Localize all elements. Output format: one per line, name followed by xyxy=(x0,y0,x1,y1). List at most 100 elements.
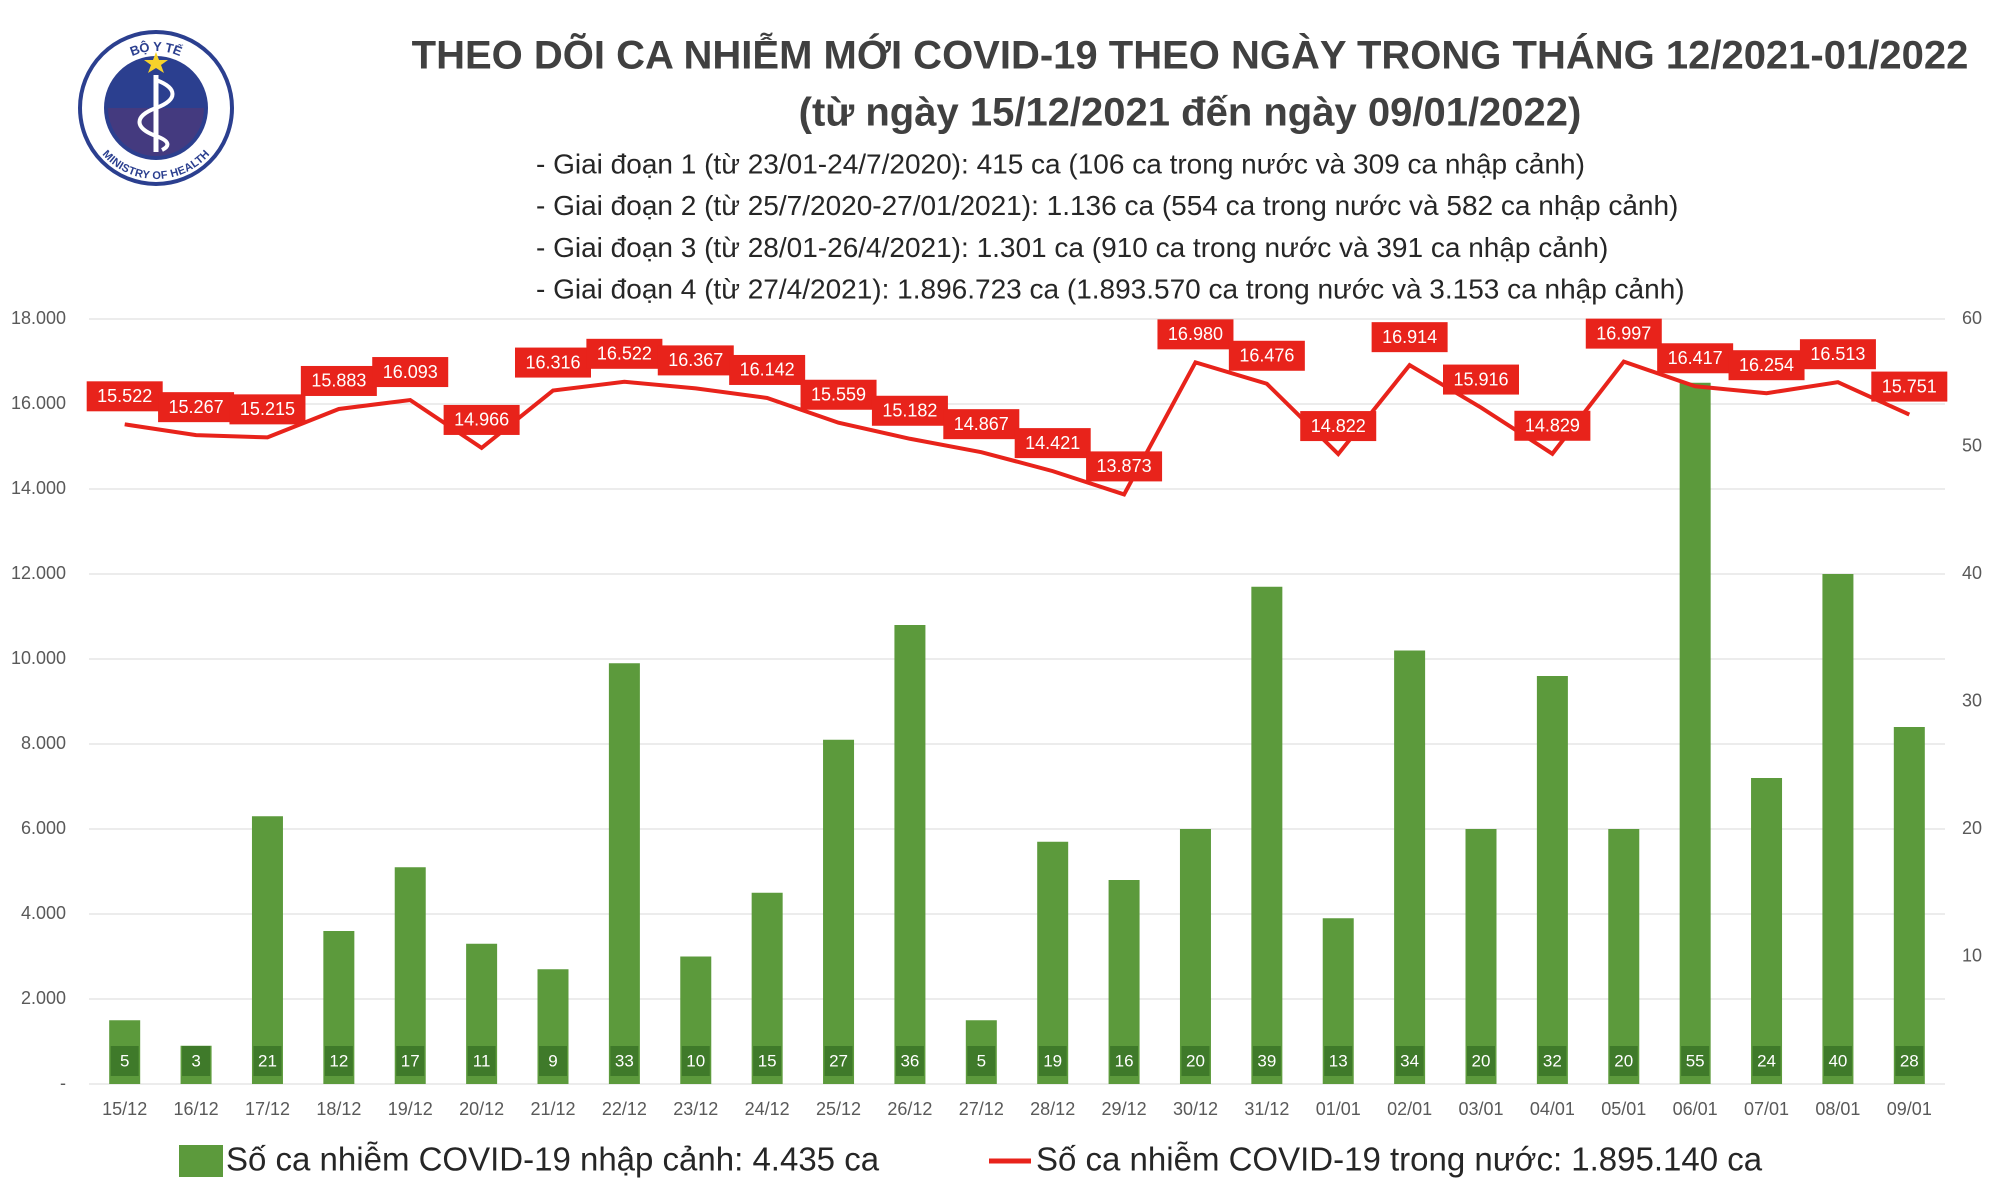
line-label: 16.316 xyxy=(525,352,580,372)
x-tick-label: 06/01 xyxy=(1673,1099,1718,1119)
line-label: 16.522 xyxy=(597,344,652,364)
bar-label: 5 xyxy=(977,1051,986,1070)
note: - Giai đoạn 1 (từ 23/01-24/7/2020): 415 … xyxy=(536,148,1585,179)
bar-label-bg xyxy=(1252,1046,1281,1076)
bar-label-bg xyxy=(110,1046,139,1076)
bar-label: 13 xyxy=(1329,1051,1348,1070)
bar xyxy=(1679,382,1711,1084)
bar xyxy=(1608,829,1640,1084)
x-tick-label: 03/01 xyxy=(1458,1099,1503,1119)
bar-label: 20 xyxy=(1614,1051,1633,1070)
line-label-bg xyxy=(800,379,877,410)
x-tick-label: 19/12 xyxy=(388,1099,433,1119)
line-label-bg xyxy=(300,365,377,396)
bar-label: 36 xyxy=(900,1051,919,1070)
bar-label: 3 xyxy=(191,1051,200,1070)
logo-top: BỘ Y TẾ xyxy=(128,39,184,59)
bar-label: 17 xyxy=(401,1051,420,1070)
line-label-bg xyxy=(86,381,163,412)
x-tick-label: 17/12 xyxy=(245,1099,290,1119)
y2-tick-label: 20 xyxy=(1962,818,1982,838)
line-label: 16.142 xyxy=(740,360,795,380)
x-tick-label: 27/12 xyxy=(959,1099,1004,1119)
line-label: 16.997 xyxy=(1596,323,1651,343)
bar-label-bg xyxy=(1181,1046,1210,1076)
bar xyxy=(823,739,855,1084)
bar-label-bg xyxy=(895,1046,924,1076)
line-label: 15.267 xyxy=(169,397,224,417)
bar-label: 15 xyxy=(758,1051,777,1070)
x-tick-label: 18/12 xyxy=(316,1099,361,1119)
line-label: 15.215 xyxy=(240,399,295,419)
bar-label: 24 xyxy=(1757,1051,1776,1070)
bar-label-bg xyxy=(1467,1046,1495,1076)
chart-title: THEO DÕI CA NHIỄM MỚI COVID-19 THEO NGÀY… xyxy=(412,32,1969,78)
bar-label: 5 xyxy=(120,1051,129,1070)
chart-subtitle: (từ ngày 15/12/2021 đến ngày 09/01/2022) xyxy=(799,91,1582,135)
note: - Giai đoạn 2 (từ 25/7/2020-27/01/2021):… xyxy=(536,190,1678,221)
line-label-bg xyxy=(372,357,449,388)
bar xyxy=(1465,829,1497,1084)
bar-label-bg xyxy=(253,1046,282,1076)
note: - Giai đoạn 3 (từ 28/01-26/4/2021): 1.30… xyxy=(536,232,1608,263)
bar xyxy=(894,625,926,1084)
x-tick-label: 28/12 xyxy=(1030,1099,1075,1119)
bar-label-bg xyxy=(1752,1046,1781,1076)
x-tick-label: 20/12 xyxy=(459,1099,504,1119)
x-tick-label: 01/01 xyxy=(1316,1099,1361,1119)
bar-label: 9 xyxy=(548,1051,557,1070)
y2-tick-label: 30 xyxy=(1962,690,1982,710)
bar-label: 34 xyxy=(1400,1051,1419,1070)
line-label-bg xyxy=(1514,410,1591,441)
bar-label: 27 xyxy=(829,1051,848,1070)
x-tick-label: 09/01 xyxy=(1887,1099,1932,1119)
line-label: 15.182 xyxy=(882,401,937,421)
bar xyxy=(1536,676,1568,1084)
line-label-bg xyxy=(1014,428,1091,459)
y-tick-label: 16.000 xyxy=(11,393,66,413)
y2-tick-label: 10 xyxy=(1962,945,1982,965)
line-label: 16.513 xyxy=(1810,344,1865,364)
line-label: 14.822 xyxy=(1311,416,1366,436)
bar-label: 55 xyxy=(1686,1051,1705,1070)
line-label-bg xyxy=(586,338,663,369)
y2-tick-label: 50 xyxy=(1962,435,1982,455)
bar-label: 10 xyxy=(686,1051,705,1070)
x-tick-label: 16/12 xyxy=(174,1099,219,1119)
bar xyxy=(1822,574,1854,1084)
bar-label-bg xyxy=(324,1046,353,1076)
bar-label-bg xyxy=(1110,1046,1139,1076)
x-tick-label: 04/01 xyxy=(1530,1099,1575,1119)
bar-label-bg xyxy=(610,1046,639,1076)
line-label-bg xyxy=(943,409,1020,440)
x-tick-label: 15/12 xyxy=(102,1099,147,1119)
line-label-bg xyxy=(1371,322,1448,353)
x-tick-label: 24/12 xyxy=(745,1099,790,1119)
x-tick-label: 21/12 xyxy=(530,1099,575,1119)
line-label-bg xyxy=(1086,451,1163,482)
line-label-bg xyxy=(158,392,235,423)
line-label-bg xyxy=(1585,318,1662,349)
bar xyxy=(1037,841,1069,1084)
bar-label: 16 xyxy=(1115,1051,1134,1070)
line-label: 15.883 xyxy=(311,371,366,391)
y-tick-label: - xyxy=(60,1073,66,1093)
line-label: 15.916 xyxy=(1453,369,1508,389)
bar xyxy=(608,663,640,1084)
x-tick-label: 26/12 xyxy=(887,1099,932,1119)
line-label: 16.254 xyxy=(1739,355,1794,375)
bar-label-bg xyxy=(396,1046,425,1076)
bar-label: 39 xyxy=(1257,1051,1276,1070)
line-label: 15.751 xyxy=(1882,376,1937,396)
bar-label: 20 xyxy=(1472,1051,1491,1070)
bar-label: 28 xyxy=(1900,1051,1919,1070)
line xyxy=(124,359,1911,497)
bar-label: 11 xyxy=(473,1051,491,1070)
line-label-bg xyxy=(229,394,306,425)
logo: BỘ Y TẾ MINISTRY OF HEALTH xyxy=(78,30,234,186)
bar-label-bg xyxy=(1324,1046,1353,1076)
bar xyxy=(1394,650,1426,1084)
bar xyxy=(1893,727,1925,1084)
logo-snake xyxy=(137,78,175,152)
